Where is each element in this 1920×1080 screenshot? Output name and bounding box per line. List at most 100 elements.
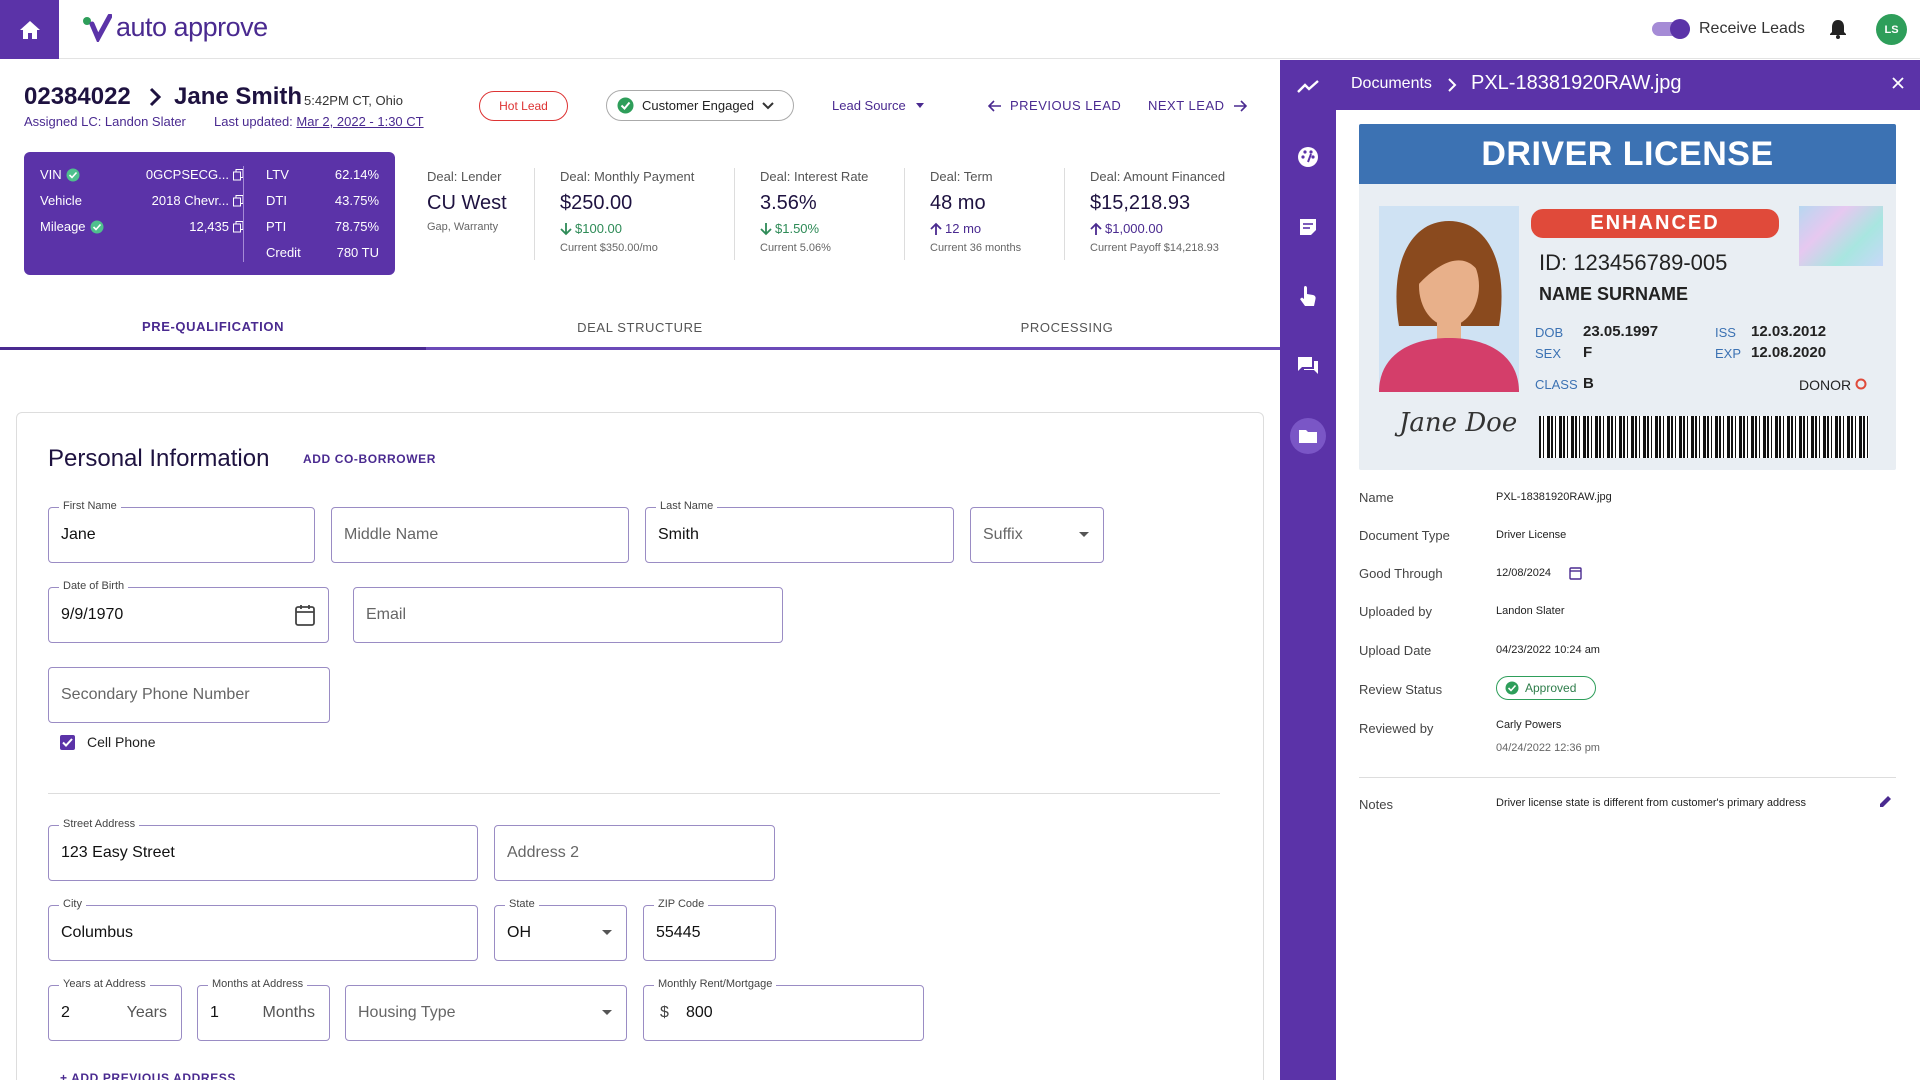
field-unit: Months: [262, 1004, 315, 1021]
field-placeholder: Middle Name: [344, 526, 439, 543]
add-previous-address-button[interactable]: + ADD PREVIOUS ADDRESS: [60, 1071, 237, 1080]
address-2-field[interactable]: Address 2: [494, 825, 775, 881]
chevron-right-icon: [1448, 78, 1457, 92]
vehicle-summary-card: VIN 0GCPSECG... Vehicle 2018 Chevr... Mi…: [24, 152, 395, 275]
arrow-down-icon: [760, 222, 772, 235]
mileage-value-group[interactable]: 12,435: [120, 219, 244, 234]
last-updated-value[interactable]: Mar 2, 2022 - 1:30 CT: [296, 114, 424, 129]
field-label: ZIP Code: [654, 898, 709, 910]
field-value: 2: [61, 1004, 70, 1021]
deal-note: Gap, Warranty: [427, 221, 499, 233]
field-value: 123 Easy Street: [61, 844, 175, 861]
deal-note: Current 36 months: [930, 242, 1022, 254]
vehicle-value-group[interactable]: 2018 Chevr...: [120, 193, 244, 208]
check-circle-icon: [1505, 681, 1519, 695]
close-icon[interactable]: [1892, 77, 1904, 89]
home-button[interactable]: [0, 0, 59, 59]
add-coborrower-button[interactable]: ADD CO-BORROWER: [303, 452, 436, 466]
section-title: Personal Information: [48, 445, 270, 472]
field-value: 1: [210, 1004, 219, 1021]
deal-monthly-payment: Deal: Monthly Payment $250.00 $100.00 Cu…: [560, 169, 694, 254]
caret-down-icon: [915, 103, 924, 108]
field-label: Months at Address: [208, 978, 308, 990]
field-label: Street Address: [59, 818, 140, 830]
first-name-field[interactable]: First Name Jane: [48, 500, 315, 563]
breadcrumb-documents[interactable]: Documents: [1351, 75, 1432, 92]
receive-leads-toggle[interactable]: [1652, 19, 1690, 39]
rail-credit-button[interactable]: [1294, 143, 1322, 171]
email-field[interactable]: Email: [353, 587, 783, 643]
middle-name-field[interactable]: Middle Name: [331, 507, 629, 563]
edit-icon[interactable]: [1879, 794, 1893, 808]
lead-source-select[interactable]: Lead Source: [832, 98, 924, 113]
calendar-icon[interactable]: [1569, 566, 1582, 580]
vin-value-group[interactable]: 0GCPSECG...: [120, 167, 244, 182]
license-signature: Jane Doe: [1399, 408, 1518, 438]
review-status-badge[interactable]: Approved: [1496, 676, 1596, 700]
gauge-icon: [1298, 147, 1318, 167]
deal-note: Current $350.00/mo: [560, 242, 658, 254]
years-at-address-field[interactable]: Years at Address 2 Years: [48, 978, 182, 1041]
rail-documents-button[interactable]: [1290, 418, 1326, 454]
rail-touch-button[interactable]: [1294, 282, 1322, 310]
lead-tabs: PRE-QUALIFICATION DEAL STRUCTURE PROCESS…: [0, 305, 1280, 350]
rail-notes-button[interactable]: [1294, 213, 1322, 241]
caret-down-icon: [602, 930, 612, 935]
tab-deal-structure[interactable]: DEAL STRUCTURE: [577, 320, 703, 335]
cell-phone-label: Cell Phone: [87, 734, 156, 750]
field-value: 800: [686, 1004, 713, 1021]
lead-status-select[interactable]: Customer Engaged: [606, 90, 794, 121]
last-updated-label: Last updated:: [214, 114, 293, 129]
months-at-address-field[interactable]: Months at Address 1 Months: [197, 978, 330, 1041]
lead-time-location: 5:42PM CT, Ohio: [304, 93, 403, 108]
ratio-value: 780 TU: [336, 245, 379, 260]
deal-change: $100.00: [560, 221, 694, 236]
housing-type-select[interactable]: Housing Type: [345, 985, 627, 1041]
license-id: ID: 123456789-005: [1539, 250, 1728, 275]
field-placeholder: Address 2: [507, 844, 580, 861]
secondary-phone-field[interactable]: Secondary Phone Number: [48, 667, 330, 723]
arrow-left-icon: [988, 99, 1001, 112]
suffix-select[interactable]: Suffix: [970, 507, 1104, 563]
rail-messages-button[interactable]: [1294, 352, 1322, 380]
vin-label: VIN: [40, 167, 62, 182]
meta-value: PXL-18381920RAW.jpg: [1496, 491, 1612, 503]
rail-activity-button[interactable]: [1294, 73, 1322, 101]
city-field[interactable]: City Columbus: [48, 898, 478, 961]
previous-lead-button[interactable]: PREVIOUS LEAD: [988, 98, 1121, 113]
next-lead-button[interactable]: NEXT LEAD: [1148, 98, 1247, 113]
ratio-label: DTI: [266, 193, 287, 208]
ratio-value: 62.14%: [334, 167, 379, 182]
zip-code-field[interactable]: ZIP Code 55445: [643, 898, 776, 961]
user-avatar[interactable]: LS: [1876, 14, 1907, 45]
date-of-birth-field[interactable]: Date of Birth 9/9/1970: [48, 580, 329, 643]
state-select[interactable]: State OH: [494, 898, 627, 961]
street-address-field[interactable]: Street Address 123 Easy Street: [48, 818, 478, 881]
calendar-icon[interactable]: [295, 604, 315, 626]
meta-divider: [1359, 777, 1896, 778]
deal-label: Deal: Interest Rate: [760, 169, 869, 184]
field-label: Last Name: [656, 500, 718, 512]
field-value: Columbus: [61, 924, 134, 941]
tab-processing[interactable]: PROCESSING: [1020, 320, 1114, 335]
donor-heart-icon: [1855, 378, 1867, 390]
deal-change: 12 mo: [930, 221, 1021, 236]
tab-pre-qualification[interactable]: PRE-QUALIFICATION: [0, 305, 426, 350]
field-value: 9/9/1970: [61, 606, 124, 623]
deal-term: Deal: Term 48 mo 12 mo Current 36 months: [930, 169, 1021, 254]
cell-phone-checkbox[interactable]: Cell Phone: [60, 734, 156, 750]
notifications-button[interactable]: [1829, 19, 1847, 39]
license-exp-value: 12.08.2020: [1751, 344, 1827, 361]
app-logo[interactable]: auto approve: [82, 12, 268, 43]
document-preview[interactable]: DRIVER LICENSE ENHANCED ID: 123456789-00…: [1359, 124, 1896, 470]
field-placeholder: Suffix: [983, 526, 1023, 543]
meta-key: Name: [1359, 490, 1394, 505]
notes-value: Driver license state is different from c…: [1496, 797, 1806, 809]
monthly-rent-field[interactable]: Monthly Rent/Mortgage $ 800: [643, 978, 924, 1041]
last-updated: Last updated: Mar 2, 2022 - 1:30 CT: [214, 114, 424, 129]
ratio-label: PTI: [266, 219, 287, 234]
hot-lead-badge[interactable]: Hot Lead: [479, 91, 568, 121]
vin-row: VIN: [40, 167, 80, 182]
deal-divider: [734, 168, 735, 260]
last-name-field[interactable]: Last Name Smith: [645, 500, 954, 563]
